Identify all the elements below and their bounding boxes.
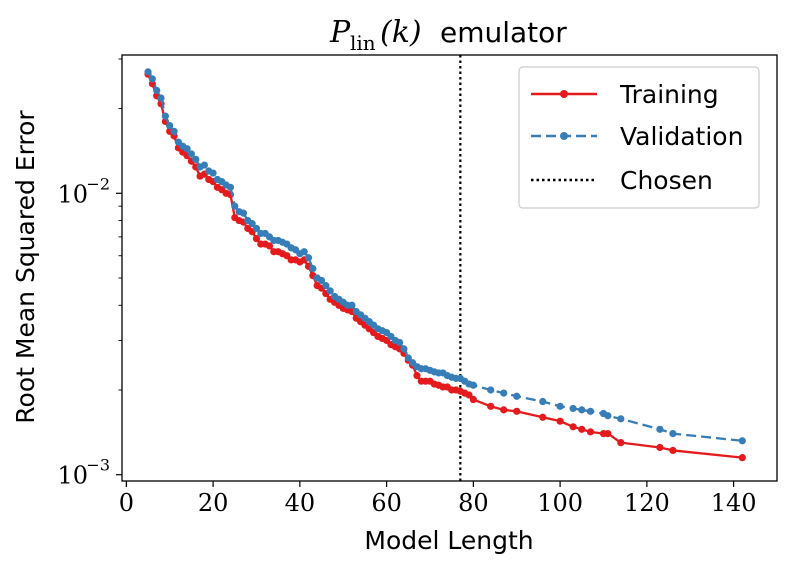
point-validation-86 <box>617 415 625 423</box>
point-validation-77 <box>500 389 508 397</box>
point-validation-76 <box>487 386 495 394</box>
point-validation-88 <box>669 430 677 438</box>
point-validation-47 <box>348 301 356 309</box>
chart-title: P lin (k) emulator <box>329 15 567 55</box>
title-math-argument: (k) <box>380 15 422 50</box>
point-validation-58 <box>396 338 404 347</box>
plot-frame <box>121 54 778 482</box>
y-tick-label-1: 10 <box>57 180 88 208</box>
point-training-76 <box>487 402 495 410</box>
x-tick-label-0: 0 <box>119 489 134 517</box>
series-layer <box>144 68 746 462</box>
point-validation-89 <box>738 437 746 445</box>
point-training-82 <box>578 425 586 433</box>
x-tick-label-4: 80 <box>458 489 489 517</box>
y-axis-title: Root Mean Squared Error <box>11 110 40 424</box>
point-validation-60 <box>404 354 412 362</box>
point-validation-0 <box>144 68 152 76</box>
x-tick-label-6: 120 <box>624 489 670 517</box>
point-validation-10 <box>187 150 196 158</box>
x-axis-title: Model Length <box>364 526 533 555</box>
point-validation-9 <box>183 145 191 153</box>
point-training-87 <box>656 443 664 452</box>
x-tick-label-2: 40 <box>285 489 316 517</box>
title-math-symbol: P <box>329 15 351 50</box>
point-validation-87 <box>656 425 664 433</box>
point-validation-24 <box>248 220 256 228</box>
point-training-62 <box>413 372 421 380</box>
x-tick-label-1: 20 <box>198 489 229 517</box>
point-validation-75 <box>469 381 477 389</box>
point-validation-42 <box>326 287 334 295</box>
point-training-77 <box>500 406 508 414</box>
point-validation-13 <box>200 161 209 169</box>
legend: Training Validation Chosen <box>518 66 760 209</box>
point-validation-40 <box>317 276 326 285</box>
point-training-28 <box>265 242 274 250</box>
point-validation-4 <box>161 112 169 120</box>
point-validation-1 <box>148 75 156 83</box>
point-training-88 <box>669 446 677 455</box>
point-validation-83 <box>586 407 595 415</box>
point-validation-19 <box>226 183 235 191</box>
point-validation-6 <box>170 127 178 135</box>
point-validation-80 <box>556 402 564 410</box>
point-validation-5 <box>166 121 174 130</box>
point-validation-79 <box>539 397 547 406</box>
legend-training-marker <box>560 90 568 98</box>
y-tick-exponent-0: −3 <box>86 456 110 475</box>
point-training-83 <box>586 428 595 436</box>
legend-box <box>518 66 760 209</box>
x-tick-label-5: 100 <box>537 489 583 517</box>
point-validation-82 <box>578 406 586 414</box>
legend-item-training: Training <box>531 80 719 109</box>
point-validation-78 <box>513 392 521 400</box>
legend-training-label: Training <box>619 80 719 109</box>
point-validation-59 <box>400 345 408 353</box>
legend-item-chosen: Chosen <box>531 166 713 195</box>
point-validation-11 <box>192 155 200 163</box>
point-training-85 <box>604 430 612 438</box>
point-validation-37 <box>304 254 313 262</box>
point-validation-41 <box>322 281 330 290</box>
x-tick-label-3: 60 <box>371 489 402 517</box>
point-training-74 <box>465 391 473 399</box>
point-training-75 <box>469 395 477 404</box>
legend-item-validation: Validation <box>531 122 743 151</box>
y-tick-label-0: 10 <box>57 462 88 490</box>
point-validation-36 <box>300 248 308 256</box>
title-math-subscript: lin <box>350 31 376 55</box>
point-validation-25 <box>252 224 261 233</box>
point-validation-81 <box>569 404 577 413</box>
legend-chosen-label: Chosen <box>620 166 713 195</box>
point-validation-15 <box>209 169 217 177</box>
point-training-80 <box>556 417 564 425</box>
point-training-86 <box>617 439 625 447</box>
legend-validation-marker <box>560 132 568 140</box>
point-training-81 <box>569 423 577 431</box>
legend-validation-label: Validation <box>620 122 743 151</box>
point-validation-22 <box>239 209 248 217</box>
y-tick-exponent-1: −2 <box>86 174 110 193</box>
point-validation-3 <box>157 94 165 102</box>
point-validation-20 <box>231 202 239 210</box>
point-validation-85 <box>604 412 612 420</box>
point-training-89 <box>738 454 746 462</box>
title-text: emulator <box>440 16 567 49</box>
point-training-25 <box>252 235 261 243</box>
point-training-78 <box>513 407 521 415</box>
x-tick-label-7: 140 <box>711 489 757 517</box>
point-training-79 <box>539 413 547 421</box>
point-validation-2 <box>153 86 161 95</box>
point-validation-38 <box>309 265 317 273</box>
